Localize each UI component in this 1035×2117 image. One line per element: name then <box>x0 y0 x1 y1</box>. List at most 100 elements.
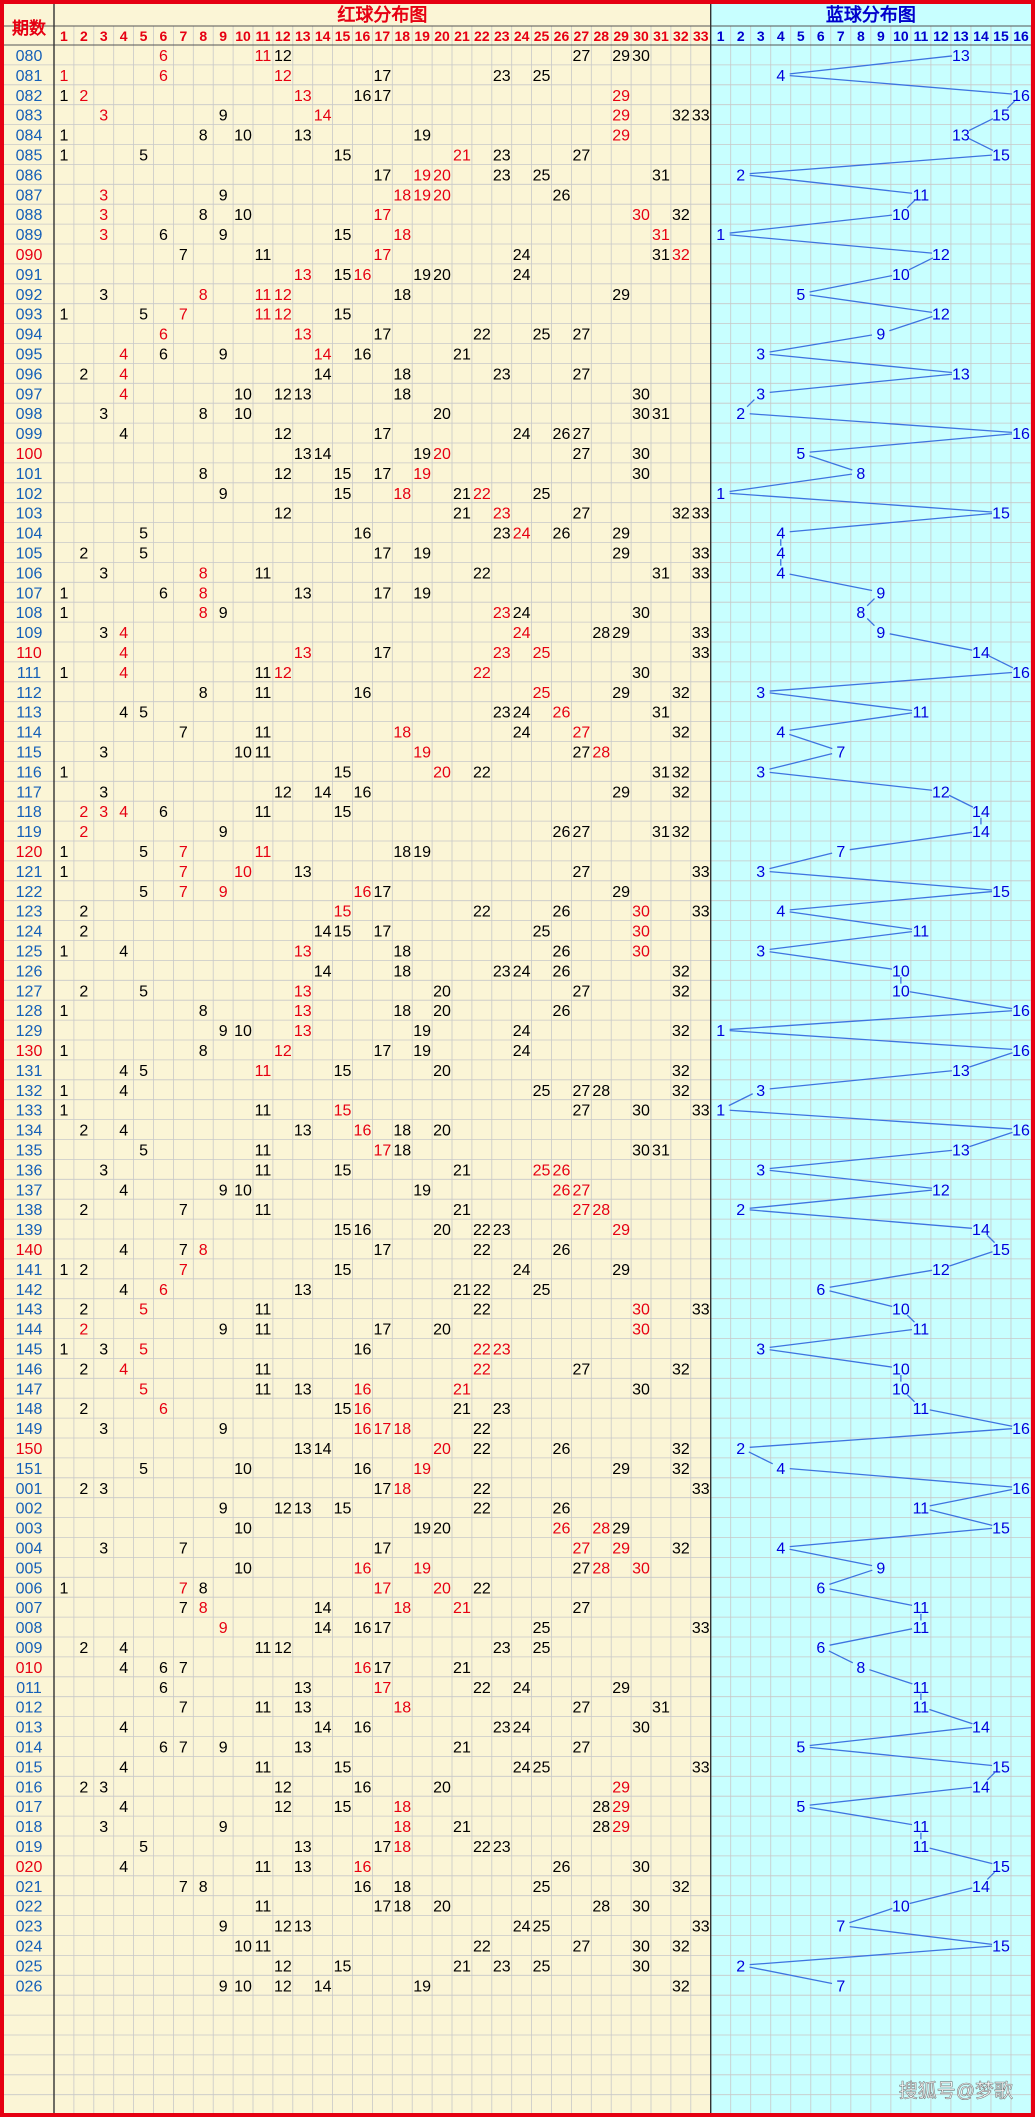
period-label: 093 <box>16 307 43 324</box>
trend-segment <box>769 752 833 770</box>
blue-ball-number: 14 <box>972 824 990 841</box>
red-ball-number: 3 <box>99 207 108 224</box>
red-column-label: 2 <box>80 28 88 44</box>
trend-segment <box>929 1509 993 1527</box>
red-ball-number: 7 <box>179 1202 188 1219</box>
period-label: 006 <box>16 1580 43 1597</box>
red-ball-number: 13 <box>294 1381 312 1398</box>
draw-row: 019 5 13 17 18 22 23 <box>16 1839 511 1856</box>
red-ball-number: 8 <box>199 128 208 145</box>
red-ball-number: 28 <box>592 625 610 642</box>
period-label: 019 <box>16 1839 43 1856</box>
blue-ball-number: 4 <box>776 68 785 85</box>
red-ball-number: 3 <box>99 108 108 125</box>
draw-row: 140 4 7 8 17 22 26 <box>16 1242 571 1259</box>
trend-segment <box>769 373 953 394</box>
red-ball-number: 5 <box>139 1063 148 1080</box>
red-ball-number: 9 <box>219 187 228 204</box>
blue-column-label: 15 <box>993 28 1009 44</box>
period-label: 103 <box>16 506 43 523</box>
period-label: 025 <box>16 1958 43 1975</box>
trend-segment <box>829 1269 933 1288</box>
red-ball-number: 15 <box>334 486 352 503</box>
red-ball-number: 12 <box>274 48 292 65</box>
period-label: 120 <box>16 844 43 861</box>
blue-column-label: 2 <box>737 28 745 44</box>
red-ball-number: 23 <box>493 705 511 722</box>
draw-row: 103 12 21 23 27 32 33 <box>16 506 710 523</box>
red-ball-number: 15 <box>334 764 352 781</box>
red-ball-number: 25 <box>533 1759 551 1776</box>
red-ball-number: 18 <box>393 844 411 861</box>
draw-row: 005 10 16 19 27 28 30 <box>16 1560 650 1577</box>
blue-ball-number: 7 <box>836 744 845 761</box>
red-ball-number: 25 <box>533 167 551 184</box>
trend-segment <box>789 1527 993 1548</box>
red-column-label: 27 <box>574 28 590 44</box>
blue-ball-number: 12 <box>932 784 950 801</box>
red-ball-number: 9 <box>219 1739 228 1756</box>
blue-ball-number: 5 <box>796 1739 805 1756</box>
red-ball-number: 15 <box>334 466 352 483</box>
red-ball-number: 31 <box>652 705 670 722</box>
red-ball-number: 12 <box>274 426 292 443</box>
blue-ball-number: 10 <box>892 1361 910 1378</box>
red-ball-number: 30 <box>632 1899 650 1916</box>
period-label: 098 <box>16 406 43 423</box>
blue-ball-number: 8 <box>856 605 865 622</box>
red-column-label: 6 <box>160 28 168 44</box>
blue-ball-number: 16 <box>1012 1421 1030 1438</box>
blue-ball-number: 7 <box>836 1978 845 1995</box>
blue-ball-number: 2 <box>736 406 745 423</box>
blue-ball-number: 11 <box>913 1401 930 1418</box>
period-label: 015 <box>16 1759 43 1776</box>
red-ball-number: 24 <box>513 605 531 622</box>
red-ball-number: 4 <box>119 1282 128 1299</box>
blue-ball-number: 11 <box>913 1620 930 1637</box>
red-ball-number: 7 <box>179 247 188 264</box>
blue-ball-number: 3 <box>756 1341 765 1358</box>
period-label: 085 <box>16 147 43 164</box>
red-ball-number: 18 <box>393 1839 411 1856</box>
red-ball-number: 22 <box>473 1421 491 1438</box>
red-ball-number: 7 <box>179 844 188 861</box>
blue-ball-number: 5 <box>796 446 805 463</box>
blue-column-label: 1 <box>717 28 725 44</box>
red-ball-number: 17 <box>373 68 391 85</box>
red-ball-number: 10 <box>234 1182 252 1199</box>
red-column-label: 28 <box>593 28 609 44</box>
red-ball-number: 4 <box>119 1640 128 1657</box>
draw-row: 110 4 13 17 23 25 33 <box>16 645 710 662</box>
draw-row: 080 6 11 12 27 29 30 <box>16 48 650 65</box>
trend-segment <box>1006 100 1016 109</box>
red-ball-number: 29 <box>612 1521 630 1538</box>
draw-row: 117 3 12 14 16 29 32 <box>16 784 690 801</box>
red-ball-number: 1 <box>59 764 68 781</box>
red-ball-number: 4 <box>119 426 128 443</box>
red-ball-number: 32 <box>672 1540 690 1557</box>
red-ball-number: 22 <box>473 665 491 682</box>
watermark: 搜狐号@梦歌 <box>899 2080 1013 2102</box>
trend-segment <box>986 1772 996 1781</box>
red-ball-number: 29 <box>612 1262 630 1279</box>
period-label: 150 <box>16 1441 43 1458</box>
red-ball-number: 29 <box>612 1779 630 1796</box>
red-ball-number: 21 <box>453 1162 471 1179</box>
blue-ball-number: 3 <box>756 386 765 403</box>
red-ball-number: 32 <box>672 247 690 264</box>
blue-ball-number: 16 <box>1012 1003 1030 1020</box>
blue-ball-number: 1 <box>716 1023 725 1040</box>
red-ball-number: 27 <box>572 1103 590 1120</box>
red-ball-number: 14 <box>314 1720 332 1737</box>
draw-row: 114 7 11 18 24 27 32 <box>16 725 690 742</box>
blue-ball-number: 4 <box>776 545 785 562</box>
draw-row: 015 4 11 15 24 25 33 <box>16 1759 710 1776</box>
draw-row: 149 3 9 16 17 18 22 <box>16 1421 491 1438</box>
red-ball-number: 27 <box>572 327 590 344</box>
red-ball-number: 10 <box>234 1521 252 1538</box>
draw-row: 126 14 18 23 24 26 32 <box>16 963 690 980</box>
red-ball-number: 31 <box>652 1700 670 1717</box>
red-ball-number: 25 <box>533 685 551 702</box>
red-ball-number: 23 <box>493 1839 511 1856</box>
